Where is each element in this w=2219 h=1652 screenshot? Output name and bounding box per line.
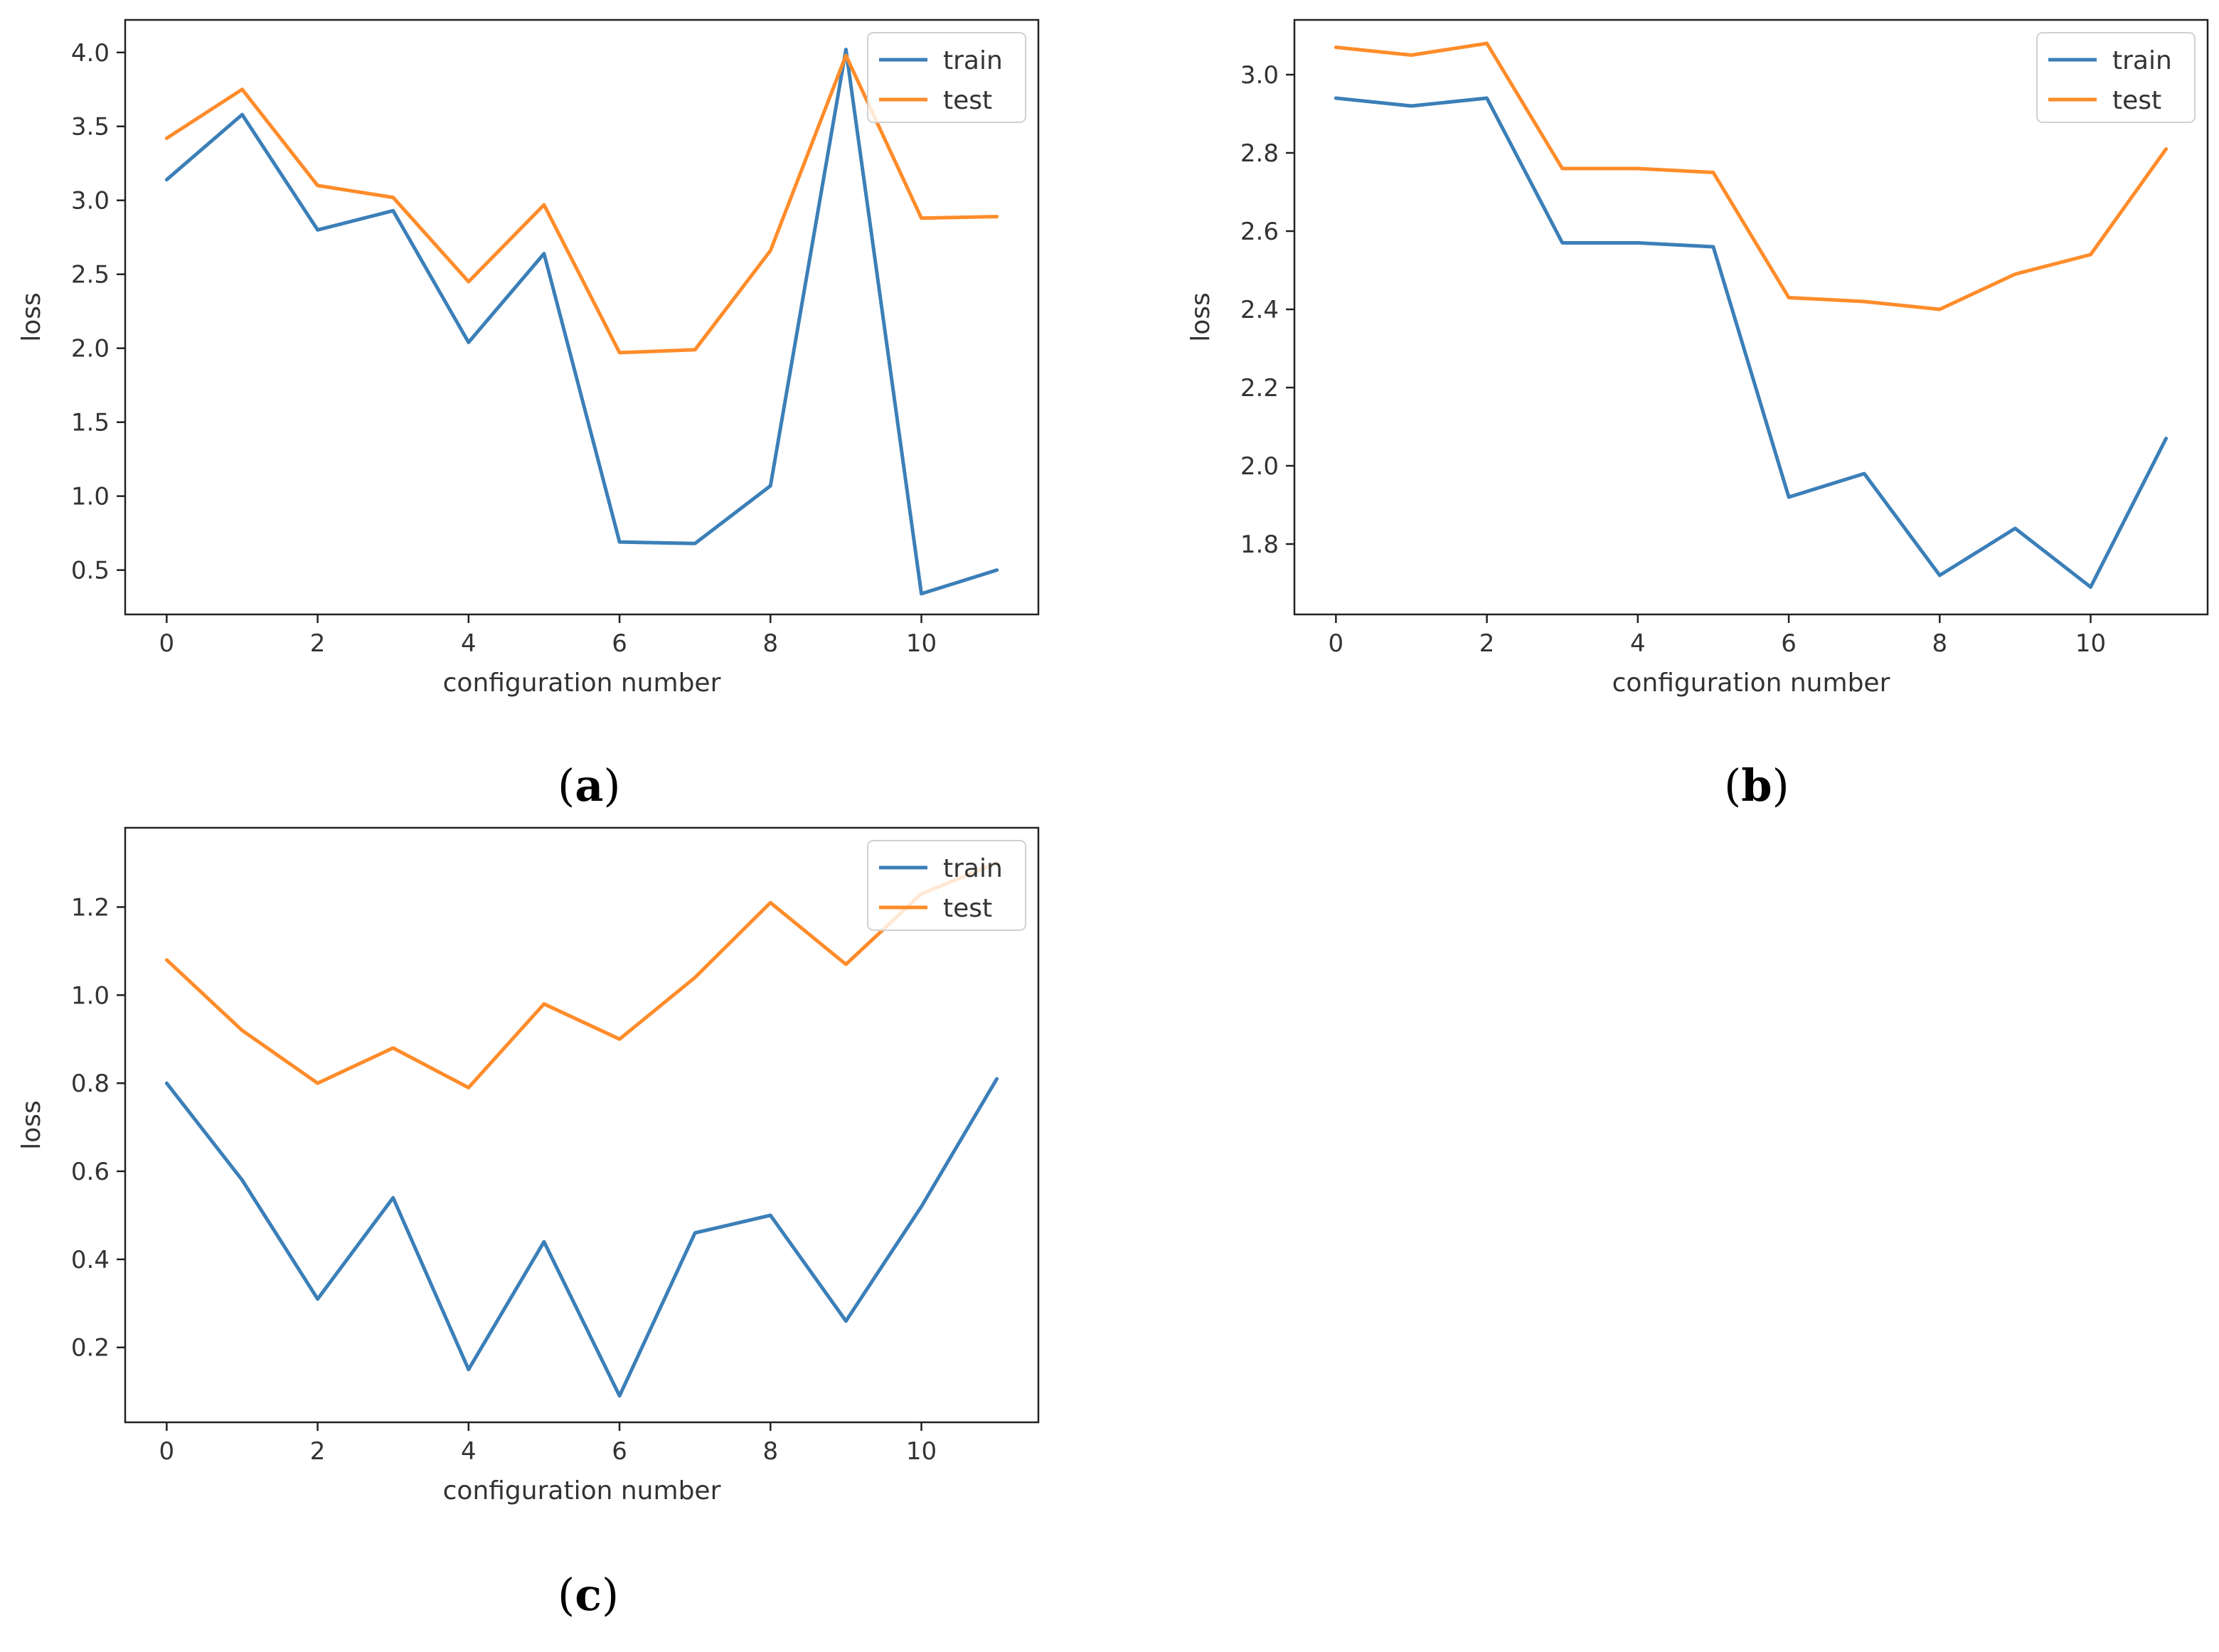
x-tick-label-c-5: 10 bbox=[906, 1437, 937, 1466]
plot-frame-a bbox=[124, 18, 1040, 616]
y-tick-label-c-5: 1.2 bbox=[71, 893, 110, 922]
x-tick-label-a-1: 2 bbox=[310, 629, 326, 658]
y-axis-label-b: loss bbox=[1186, 292, 1215, 342]
legend-label-test-a: test bbox=[943, 86, 992, 115]
x-tick-label-c-1: 2 bbox=[310, 1437, 326, 1466]
x-tick-label-c-0: 0 bbox=[159, 1437, 175, 1466]
series-line-test-b bbox=[1334, 41, 2169, 311]
x-axis-label-c: configuration number bbox=[443, 1476, 721, 1506]
x-tick-label-a-3: 6 bbox=[612, 629, 627, 658]
y-axis-label-a: loss bbox=[17, 292, 46, 342]
y-tick-label-b-6: 3.0 bbox=[1240, 61, 1279, 90]
y-tick-label-c-0: 0.2 bbox=[71, 1334, 110, 1363]
x-tick-label-b-3: 6 bbox=[1781, 629, 1797, 658]
legend-label-test-c: test bbox=[943, 894, 992, 923]
y-tick-label-a-5: 3.0 bbox=[71, 187, 110, 215]
x-tick-label-b-0: 0 bbox=[1329, 629, 1344, 658]
y-tick-label-a-1: 1.0 bbox=[71, 483, 110, 511]
legend-label-train-a: train bbox=[943, 46, 1003, 75]
y-tick-label-b-5: 2.8 bbox=[1240, 139, 1279, 168]
y-tick-label-c-3: 0.8 bbox=[71, 1070, 110, 1098]
panel-label-c: c bbox=[575, 1569, 602, 1621]
x-tick-label-c-3: 6 bbox=[612, 1437, 627, 1466]
x-tick-label-a-0: 0 bbox=[159, 629, 175, 658]
panel-caption-b: (b) bbox=[1724, 760, 1789, 811]
plot-frame-c bbox=[124, 826, 1040, 1424]
y-tick-label-b-4: 2.6 bbox=[1240, 218, 1279, 246]
x-tick-label-c-4: 8 bbox=[762, 1437, 778, 1466]
y-tick-label-a-2: 1.5 bbox=[71, 409, 110, 437]
series-line-test-c bbox=[164, 861, 999, 1089]
legend-label-train-b: train bbox=[2112, 46, 2172, 75]
series-line-train-c bbox=[164, 1077, 999, 1398]
x-tick-label-b-2: 4 bbox=[1630, 629, 1646, 658]
x-tick-label-b-4: 8 bbox=[1932, 629, 1947, 658]
series-line-train-b bbox=[1334, 96, 2169, 589]
x-axis-label-b: configuration number bbox=[1612, 668, 1890, 698]
y-tick-label-c-2: 0.6 bbox=[71, 1158, 110, 1186]
x-tick-label-b-1: 2 bbox=[1479, 629, 1495, 658]
series-line-test-a bbox=[164, 53, 999, 355]
x-tick-label-a-5: 10 bbox=[906, 629, 937, 658]
y-tick-label-a-6: 3.5 bbox=[71, 113, 110, 142]
y-tick-label-b-3: 2.4 bbox=[1240, 296, 1279, 324]
y-tick-label-a-0: 0.5 bbox=[71, 557, 110, 585]
plot-frame-b bbox=[1293, 18, 2209, 616]
y-tick-label-a-4: 2.5 bbox=[71, 261, 110, 289]
y-tick-label-c-4: 1.0 bbox=[71, 981, 110, 1010]
x-tick-label-c-2: 4 bbox=[461, 1437, 477, 1466]
y-tick-label-b-1: 2.0 bbox=[1240, 452, 1279, 481]
y-tick-label-c-1: 0.4 bbox=[71, 1246, 110, 1274]
y-axis-label-c: loss bbox=[17, 1100, 46, 1150]
x-axis-label-a: configuration number bbox=[443, 668, 721, 698]
legend-label-train-c: train bbox=[943, 854, 1003, 883]
y-tick-label-b-0: 1.8 bbox=[1240, 531, 1279, 559]
series-line-train-a bbox=[164, 48, 999, 596]
y-tick-label-a-3: 2.0 bbox=[71, 335, 110, 363]
panel-label-a: a bbox=[575, 760, 604, 811]
panel-caption-a: (a) bbox=[558, 760, 621, 811]
panel-label-b: b bbox=[1741, 760, 1772, 811]
y-tick-label-b-2: 2.2 bbox=[1240, 374, 1279, 403]
y-tick-label-a-7: 4.0 bbox=[71, 39, 110, 68]
panel-caption-c: (c) bbox=[558, 1569, 619, 1621]
x-tick-label-a-2: 4 bbox=[461, 629, 477, 658]
x-tick-label-a-4: 8 bbox=[762, 629, 778, 658]
x-tick-label-b-5: 10 bbox=[2075, 629, 2106, 658]
legend-label-test-b: test bbox=[2112, 86, 2161, 115]
